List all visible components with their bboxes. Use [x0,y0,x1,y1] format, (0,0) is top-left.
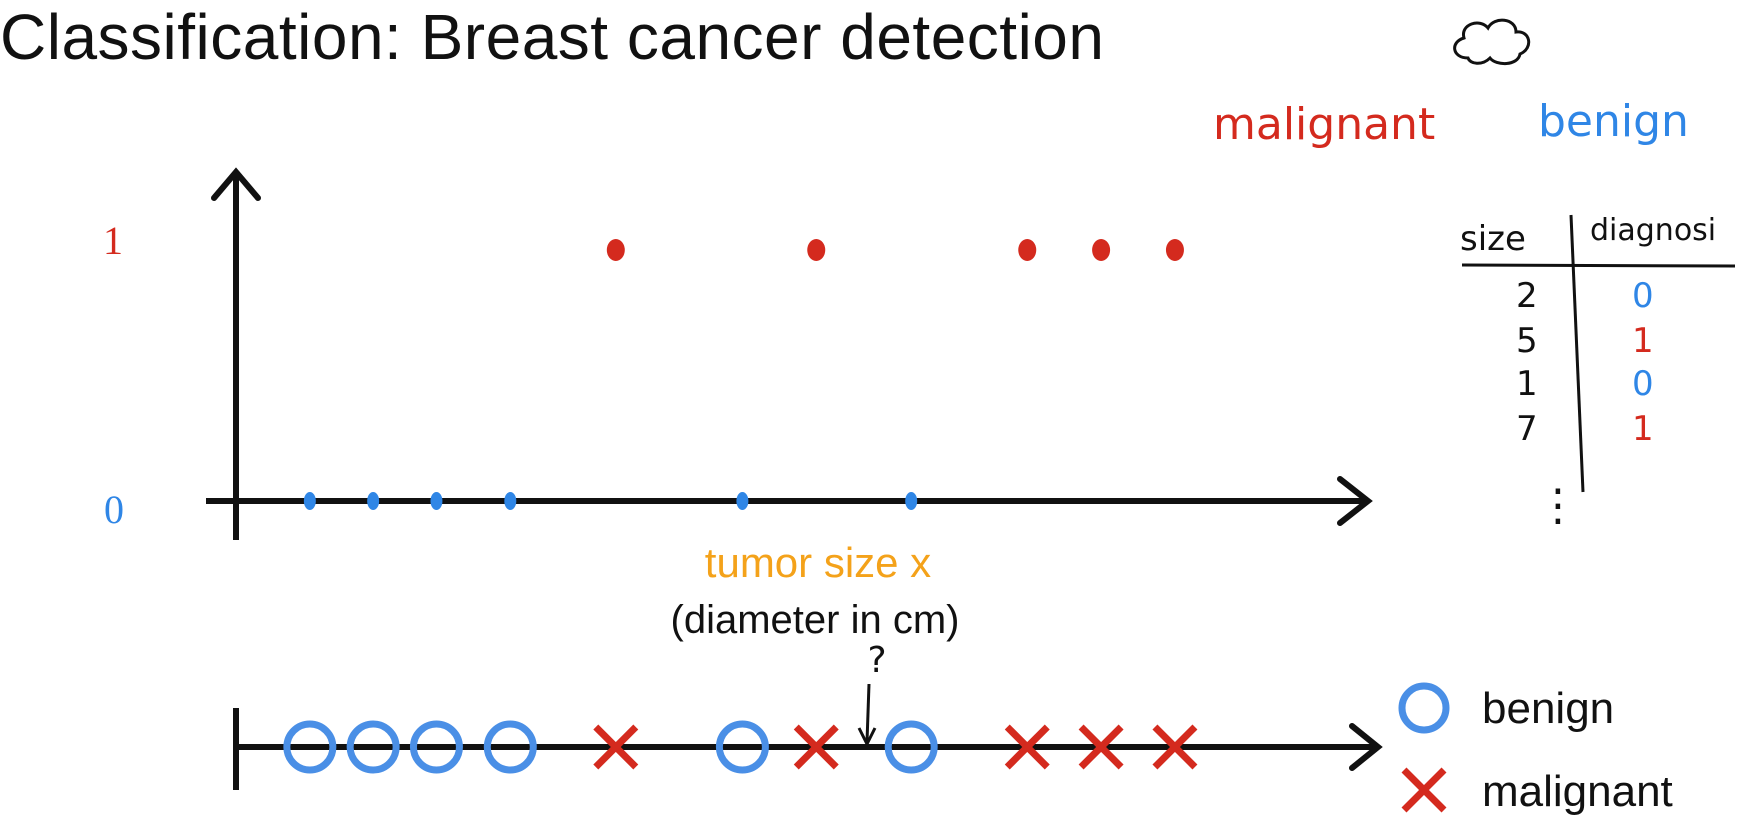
annotation-arrow-head [857,727,877,748]
page-title: Classification: Breast cancer detection [0,1,1105,73]
top-chart: 1 0 tumor size x (diameter in cm) [103,167,1373,642]
benign-point [430,492,443,510]
malignant-point [1018,239,1037,261]
table-column-rule [1569,214,1585,493]
table-header-diagnosis: diagnosi [1590,213,1716,248]
benign-marker [884,720,938,774]
x-axis-sublabel: (diameter in cm) [671,598,960,642]
benign-class-label: benign [1538,96,1689,147]
y-tick-label-1: 1 [103,218,123,263]
table-header-size: size [1460,219,1526,259]
benign-point [504,492,517,510]
annotation-arrow-line [865,683,871,743]
benign-point [303,492,316,510]
top-chart-points [303,239,1184,510]
table-cell-size: 2 [1516,276,1538,316]
question-annotation: ? [857,640,887,748]
bottom-chart-points [283,720,1198,774]
number-line-arrow [1349,723,1383,771]
x-axis-label: tumor size x [705,539,931,586]
malignant-point [1092,239,1111,261]
annotation-question-mark: ? [867,640,886,681]
table-cell-size: 1 [1516,364,1538,404]
table-ellipsis: ⋮ [1536,480,1580,531]
malignant-marker [793,724,839,770]
table-cell-diagnosis: 1 [1632,321,1654,361]
legend-benign-marker [1398,682,1450,734]
table-header-rule [1461,263,1736,268]
benign-marker [409,720,463,774]
malignant-marker [593,724,639,770]
legend-malignant-marker [1401,767,1447,813]
benign-point [367,492,380,510]
legend-malignant-label: malignant [1482,767,1673,816]
legend: benign malignant [1398,682,1673,816]
cloud-icon [1453,18,1531,65]
table-cell-diagnosis: 0 [1632,276,1654,316]
malignant-marker [1004,724,1050,770]
y-tick-label-0: 0 [104,487,124,532]
malignant-point [606,239,625,261]
bottom-chart: ? [233,640,1383,790]
benign-marker [715,720,769,774]
data-table: size diagnosi 2 05 11 07 1 ⋮ [1460,213,1736,531]
benign-marker [283,720,337,774]
malignant-point [1165,239,1184,261]
malignant-class-label: malignant [1213,99,1435,150]
benign-marker [483,720,537,774]
table-cell-diagnosis: 1 [1632,409,1654,449]
malignant-marker [1078,724,1124,770]
benign-point [736,492,749,510]
malignant-marker [1152,724,1198,770]
table-rows: 2 05 11 07 1 [1516,276,1654,449]
table-cell-size: 5 [1516,321,1538,361]
table-cell-diagnosis: 0 [1632,364,1654,404]
benign-marker [346,720,400,774]
table-cell-size: 7 [1516,409,1538,449]
x-axis-arrow [1337,476,1373,526]
y-axis-arrow [211,167,261,201]
benign-point [905,492,918,510]
legend-benign-label: benign [1482,684,1614,733]
malignant-point [807,239,826,261]
